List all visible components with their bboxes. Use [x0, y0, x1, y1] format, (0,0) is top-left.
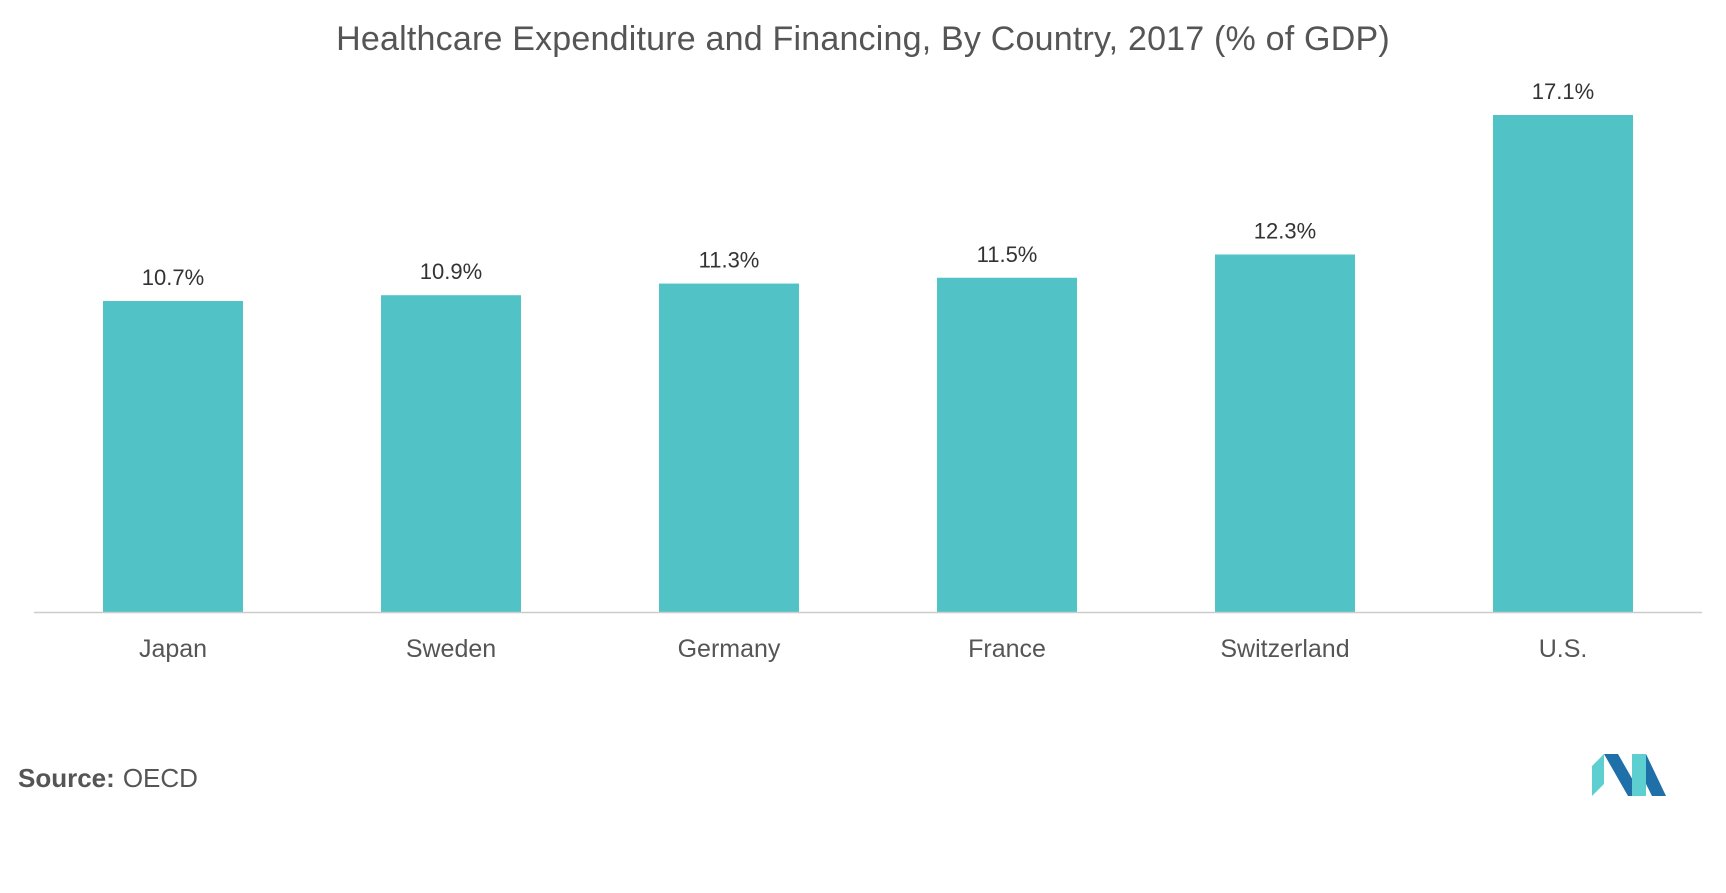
- chart-title: Healthcare Expenditure and Financing, By…: [336, 20, 1390, 58]
- bars-group: [103, 115, 1633, 612]
- data-label: 12.3%: [1254, 219, 1316, 244]
- category-label: Japan: [139, 635, 207, 663]
- data-label: 10.7%: [142, 265, 204, 290]
- category-label: U.S.: [1539, 635, 1588, 663]
- category-label: Sweden: [406, 635, 496, 663]
- data-label: 11.3%: [699, 248, 760, 273]
- source-value: OECD: [122, 763, 198, 793]
- data-label: 17.1%: [1532, 79, 1594, 104]
- bar-france: [937, 277, 1077, 612]
- source-label: Source:: [18, 763, 115, 793]
- data-labels-group: 10.7% 10.9% 11.3% 11.5% 12.3% 17.1%: [142, 79, 1594, 290]
- category-labels-group: Japan Sweden Germany France Switzerland U.S.: [139, 635, 1587, 663]
- category-label: Germany: [678, 635, 781, 663]
- brand-logo-icon: [1592, 754, 1666, 796]
- category-label: Switzerland: [1220, 635, 1349, 663]
- bar-sweden: [381, 295, 521, 612]
- bar-germany: [659, 283, 799, 612]
- logo-left-stroke: [1592, 754, 1604, 796]
- data-label: 10.9%: [420, 259, 482, 284]
- bar-switzerland: [1215, 254, 1355, 612]
- bar-japan: [103, 301, 243, 612]
- logo-middle-stroke: [1632, 754, 1646, 796]
- category-label: France: [968, 635, 1046, 663]
- source-note: Source: OECD: [18, 763, 198, 794]
- bar-u-s: [1493, 115, 1633, 612]
- logo-right-stroke: [1646, 754, 1666, 796]
- data-label: 11.5%: [977, 242, 1038, 267]
